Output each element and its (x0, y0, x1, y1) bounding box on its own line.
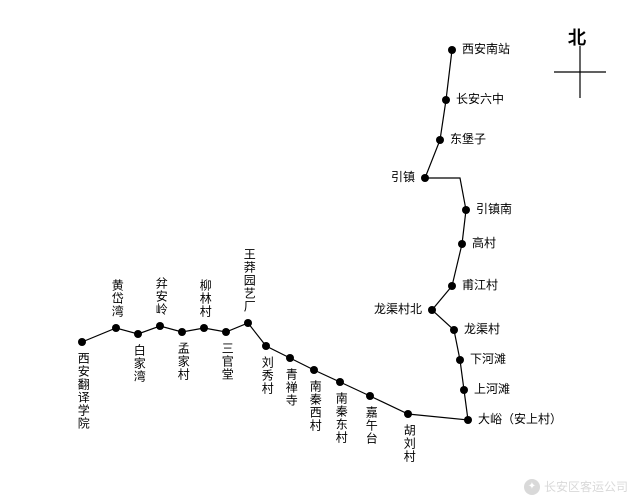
watermark: ✦ 长安区客运公司 (524, 478, 628, 495)
compass-north-label: 北 (568, 24, 586, 50)
station-label-wangmang: 王莽园艺厂 (242, 248, 255, 313)
station-label-guoanling: 弅安岭 (154, 277, 167, 316)
station-label-xiahetan: 下河滩 (470, 353, 506, 366)
station-dot-guoanling (156, 322, 164, 330)
station-label-fujiangcun: 甫江村 (462, 279, 498, 292)
station-dot-fanyi (78, 338, 86, 346)
station-label-xian-south: 西安南站 (462, 43, 510, 56)
station-dot-shanghetan (460, 386, 468, 394)
station-dot-longqucun (450, 326, 458, 334)
station-label-changan-6: 长安六中 (456, 93, 504, 106)
station-label-shanghetan: 上河滩 (474, 383, 510, 396)
station-label-liuxiucun: 刘秀村 (260, 356, 273, 395)
station-dot-xiahetan (456, 356, 464, 364)
watermark-text: 长安区客运公司 (544, 478, 628, 495)
station-label-mengjiacun: 孟家村 (176, 342, 189, 381)
station-label-gaocun: 高村 (472, 237, 496, 250)
station-label-huangyuwan: 黄岱湾 (110, 279, 123, 318)
station-label-fanyi: 西安翻译学院 (76, 352, 89, 430)
station-dot-changan-6 (442, 96, 450, 104)
station-label-yinzhen-south: 引镇南 (476, 203, 512, 216)
station-label-nanqin-w: 南秦西村 (308, 380, 321, 432)
station-dot-huangyuwan (112, 324, 120, 332)
station-label-sanguantang: 三官堂 (220, 342, 233, 381)
station-dot-qingchansi (286, 354, 294, 362)
station-label-nanqin-e: 南秦东村 (334, 392, 347, 444)
station-label-dongbaozi: 东堡子 (450, 133, 486, 146)
station-label-longqu-n: 龙渠村北 (374, 303, 422, 316)
station-dot-xian-south (448, 46, 456, 54)
station-label-yinzhen: 引镇 (391, 171, 415, 184)
station-dot-longqu-n (428, 306, 436, 314)
station-dot-mengjiacun (178, 328, 186, 336)
station-dot-jiawutai (366, 392, 374, 400)
station-dot-baijiawan (134, 330, 142, 338)
station-dot-sanguantang (222, 328, 230, 336)
station-label-longqucun: 龙渠村 (464, 323, 500, 336)
station-dot-dayu (464, 416, 472, 424)
station-label-baijiawan: 白家湾 (132, 344, 145, 383)
station-label-huliucun: 胡刘村 (402, 424, 415, 463)
station-dot-fujiangcun (448, 282, 456, 290)
station-label-liulincun: 柳林村 (198, 279, 211, 318)
station-label-dayu: 大峪（安上村） (478, 413, 562, 426)
station-dot-dongbaozi (436, 136, 444, 144)
station-dot-wangmang (244, 319, 252, 327)
station-dot-huliucun (404, 410, 412, 418)
station-dot-nanqin-e (336, 378, 344, 386)
station-dot-nanqin-w (310, 366, 318, 374)
station-dot-liuxiucun (262, 342, 270, 350)
station-dot-liulincun (200, 324, 208, 332)
station-dot-yinzhen (421, 174, 429, 182)
station-dot-gaocun (458, 240, 466, 248)
station-dot-yinzhen-south (462, 206, 470, 214)
station-label-jiawutai: 嘉午台 (364, 406, 377, 445)
wechat-icon: ✦ (524, 479, 540, 495)
station-label-qingchansi: 青禅寺 (284, 368, 297, 407)
